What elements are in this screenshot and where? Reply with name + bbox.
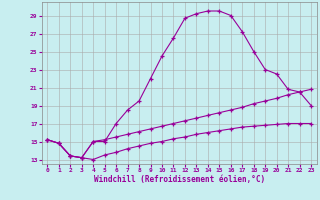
X-axis label: Windchill (Refroidissement éolien,°C): Windchill (Refroidissement éolien,°C) [94, 175, 265, 184]
